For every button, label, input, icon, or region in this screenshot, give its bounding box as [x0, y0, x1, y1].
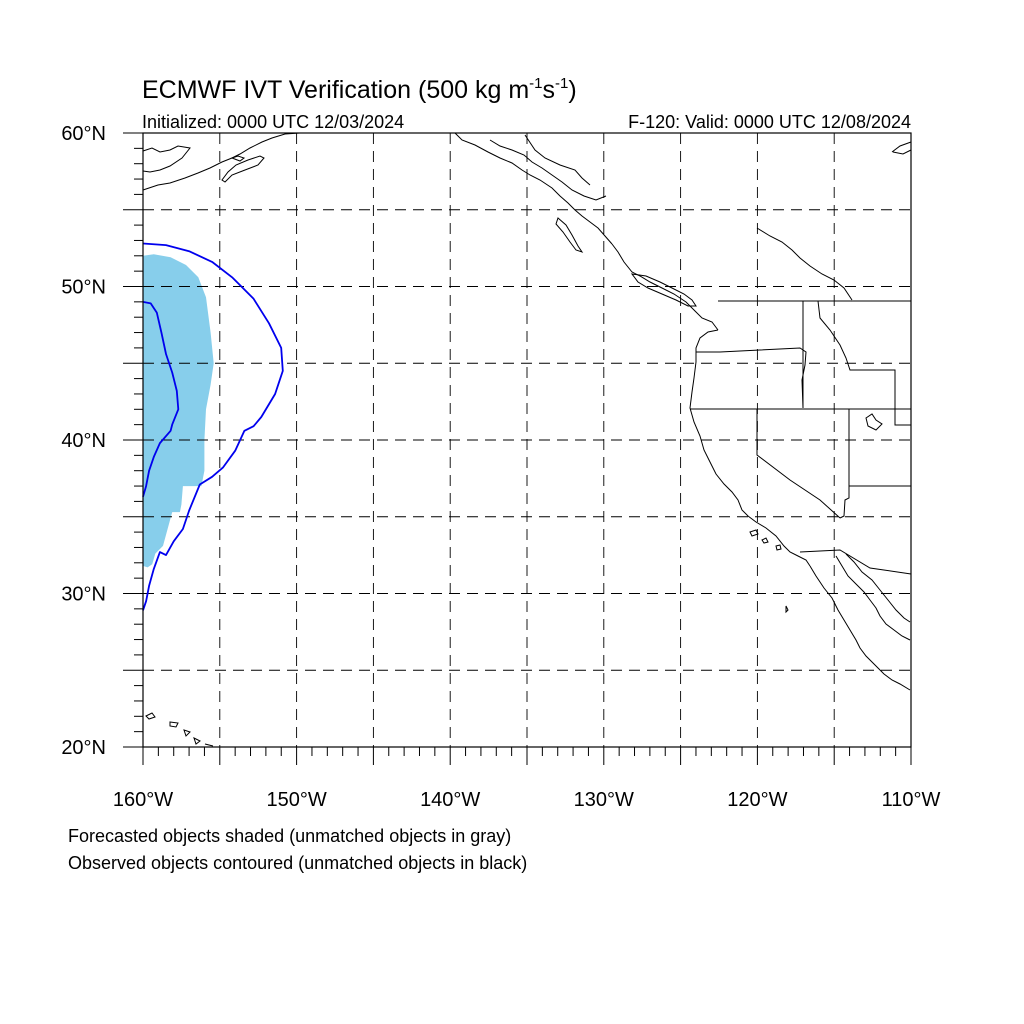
california-nevada-border	[756, 409, 841, 519]
great-salt-lake	[865, 413, 883, 431]
panhandle-inner-coast	[489, 139, 607, 201]
vancouver-island	[630, 273, 697, 307]
map-title: ECMWF IVT Verification (500 kg m-1s-1)	[142, 75, 577, 104]
us-mexico-border	[799, 549, 912, 575]
lat-label: 30°N	[61, 584, 106, 606]
latitude-labels: 60°N 50°N 40°N 30°N 20°N	[61, 123, 106, 759]
alaska-coastline	[142, 145, 191, 173]
graticule	[143, 133, 911, 747]
nevada-arizona-border	[839, 409, 850, 519]
axis-ticks	[123, 132, 912, 765]
panhandle-coastline	[454, 132, 613, 245]
canadian-rockies-border	[756, 227, 853, 301]
valid-time: F-120: Valid: 0000 UTC 12/08/2024	[628, 112, 911, 132]
lon-label: 140°W	[420, 789, 480, 811]
northeast-corner-coast	[891, 141, 912, 155]
caption-forecast: Forecasted objects shaded (unmatched obj…	[68, 826, 512, 846]
queen-charlotte-islands	[555, 217, 584, 253]
bc-coastline	[611, 243, 719, 331]
lon-label: 120°W	[727, 789, 787, 811]
kodiak-island-outline	[221, 155, 265, 183]
longitude-labels: 160°W 150°W 140°W 130°W 120°W 110°W	[113, 789, 941, 811]
initialized-time: Initialized: 0000 UTC 12/03/2024	[142, 112, 404, 132]
observed-objects-layer	[142, 242, 284, 611]
lat-label: 60°N	[61, 123, 106, 145]
mainland-mexico-coast	[845, 553, 911, 623]
lon-label: 160°W	[113, 789, 173, 811]
lat-label: 20°N	[61, 737, 106, 759]
channel-islands	[749, 529, 782, 551]
lon-label: 130°W	[574, 789, 634, 811]
west-coast-us	[689, 329, 811, 567]
coastlines-borders	[142, 132, 912, 747]
caption-observed: Observed objects contoured (unmatched ob…	[68, 853, 528, 873]
gulf-of-california-coast	[835, 555, 911, 641]
observed-contour-inner	[142, 301, 180, 498]
guadalupe-island	[785, 605, 789, 614]
lon-label: 150°W	[266, 789, 326, 811]
observed-contour-outer	[142, 242, 284, 611]
hawaii-islands	[145, 712, 214, 747]
idaho-border	[802, 300, 911, 426]
alaska-peninsula-coast	[142, 132, 301, 191]
map-plot-area	[123, 132, 912, 765]
baja-california-coast	[809, 565, 911, 691]
aleutian-islet	[230, 155, 246, 162]
lat-label: 50°N	[61, 277, 106, 299]
lat-label: 40°N	[61, 430, 106, 452]
canada-alaska-border	[524, 134, 591, 186]
lon-label: 110°W	[882, 789, 941, 811]
